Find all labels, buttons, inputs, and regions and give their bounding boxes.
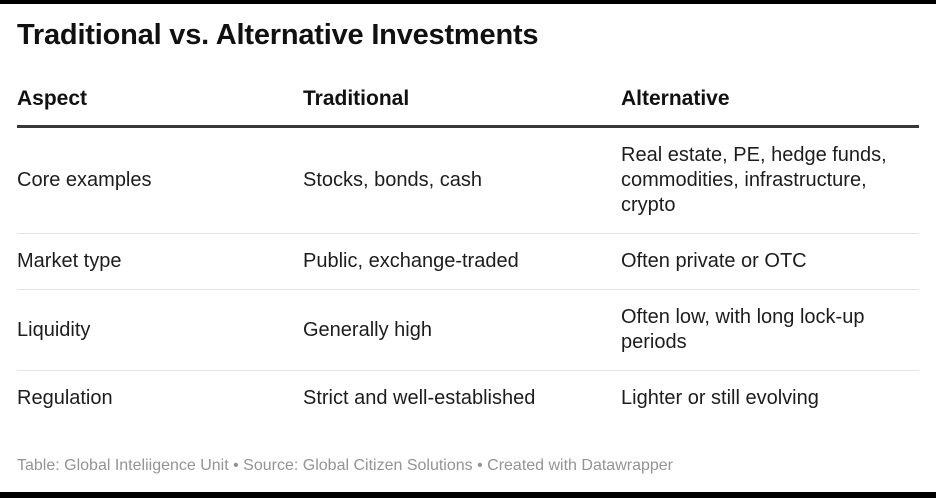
- cell-traditional: Stocks, bonds, cash: [303, 126, 621, 234]
- cell-aspect: Regulation: [17, 387, 113, 409]
- column-header-alternative: Alternative: [621, 85, 919, 128]
- column-header-aspect: Aspect: [17, 85, 303, 128]
- table-row-regulation: Regulation Strict and well-established L…: [17, 371, 919, 427]
- table-row-market-type: Market type Public, exchange-traded Ofte…: [17, 233, 919, 290]
- table-footnote: Table: Global Inteliigence Unit • Source…: [17, 456, 919, 476]
- cell-alternative: Often private or OTC: [621, 233, 919, 290]
- cell-traditional: Public, exchange-traded: [303, 233, 621, 290]
- cell-aspect: Liquidity: [17, 289, 303, 371]
- cell-alternative: Real estate, PE, hedge funds, commoditie…: [621, 126, 919, 234]
- cell-traditional: Generally high: [303, 289, 621, 371]
- source-link[interactable]: Global Citizen Solutions: [302, 457, 473, 474]
- cell-alternative: Lighter or still evolving: [621, 387, 819, 409]
- cell-aspect: Market type: [17, 233, 303, 290]
- cell-alternative: Often low, with long lock-up periods: [621, 289, 919, 371]
- cell-traditional: Strict and well-established: [303, 387, 536, 409]
- cell-aspect: Core examples: [17, 126, 303, 234]
- table-header-row: Aspect Traditional Alternative: [17, 85, 919, 128]
- table-row-liquidity: Liquidity Generally high Often low, with…: [17, 289, 919, 371]
- page-title: Traditional vs. Alternative Investments: [17, 19, 539, 51]
- created-with-label: • Created with: [472, 457, 582, 474]
- footnote-meta-text: Table: Global Inteliigence Unit • Source…: [17, 457, 303, 474]
- datawrapper-link[interactable]: Datawrapper: [581, 457, 674, 474]
- table-row-core-examples: Core examples Stocks, bonds, cash Real e…: [17, 126, 919, 234]
- column-header-traditional: Traditional: [303, 85, 621, 128]
- investments-table: Aspect Traditional Alternative Core exam…: [17, 85, 919, 426]
